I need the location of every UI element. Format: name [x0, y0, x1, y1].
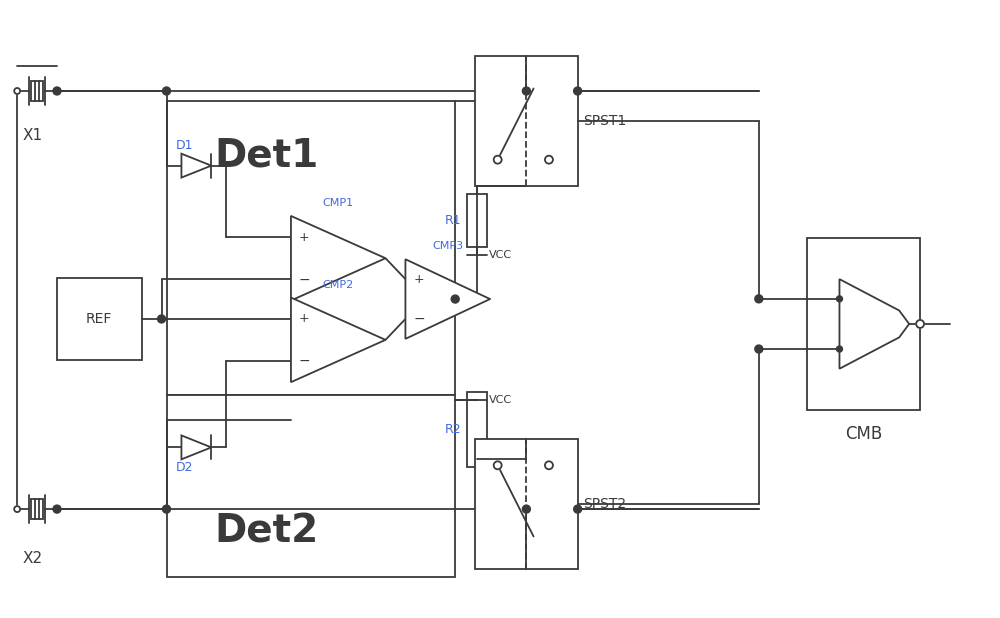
Text: Det2: Det2: [214, 513, 318, 551]
Polygon shape: [291, 216, 386, 300]
Circle shape: [755, 345, 763, 353]
Text: −: −: [299, 354, 311, 368]
Circle shape: [53, 505, 61, 513]
Circle shape: [14, 88, 20, 94]
Text: D1: D1: [176, 139, 193, 152]
Circle shape: [574, 505, 582, 513]
Text: X1: X1: [22, 129, 42, 143]
Circle shape: [522, 505, 530, 513]
Text: R2: R2: [445, 423, 461, 436]
Circle shape: [53, 87, 61, 95]
Text: CMP3: CMP3: [432, 241, 463, 252]
Bar: [167, 101, 455, 395]
Circle shape: [545, 156, 553, 164]
Circle shape: [163, 87, 170, 95]
Bar: [467, 193, 487, 247]
Bar: [475, 56, 578, 185]
Circle shape: [14, 506, 20, 512]
Text: VCC: VCC: [489, 394, 512, 405]
Circle shape: [916, 320, 924, 328]
Circle shape: [574, 87, 582, 95]
Circle shape: [836, 346, 842, 352]
Circle shape: [755, 295, 763, 303]
Text: −: −: [299, 273, 311, 286]
Text: X2: X2: [22, 551, 42, 566]
Bar: [31, 499, 43, 519]
Text: +: +: [413, 273, 424, 286]
Polygon shape: [291, 297, 386, 382]
Text: CMB: CMB: [845, 425, 882, 444]
Bar: [807, 239, 920, 410]
Text: +: +: [299, 312, 310, 325]
Circle shape: [158, 315, 166, 323]
Text: D2: D2: [176, 461, 193, 474]
Text: R1: R1: [445, 214, 461, 227]
Text: SPST1: SPST1: [583, 114, 626, 128]
Text: REF: REF: [86, 312, 112, 326]
Text: SPST2: SPST2: [583, 497, 626, 511]
Circle shape: [163, 505, 170, 513]
Bar: [31, 81, 43, 101]
Circle shape: [836, 296, 842, 302]
Text: Det1: Det1: [214, 137, 318, 175]
Circle shape: [522, 87, 530, 95]
Bar: [851, 308, 865, 340]
Text: −: −: [413, 312, 425, 326]
Bar: [167, 395, 455, 577]
Text: +: +: [299, 231, 310, 243]
Circle shape: [451, 295, 459, 303]
Text: CMP2: CMP2: [323, 279, 354, 290]
Bar: [467, 392, 487, 467]
Polygon shape: [405, 259, 490, 339]
Text: VCC: VCC: [489, 250, 512, 260]
Circle shape: [494, 461, 502, 469]
Circle shape: [545, 461, 553, 469]
Circle shape: [494, 156, 502, 164]
Text: CMP1: CMP1: [323, 198, 354, 208]
Polygon shape: [839, 279, 909, 369]
Bar: [57, 278, 142, 360]
Bar: [475, 439, 578, 569]
